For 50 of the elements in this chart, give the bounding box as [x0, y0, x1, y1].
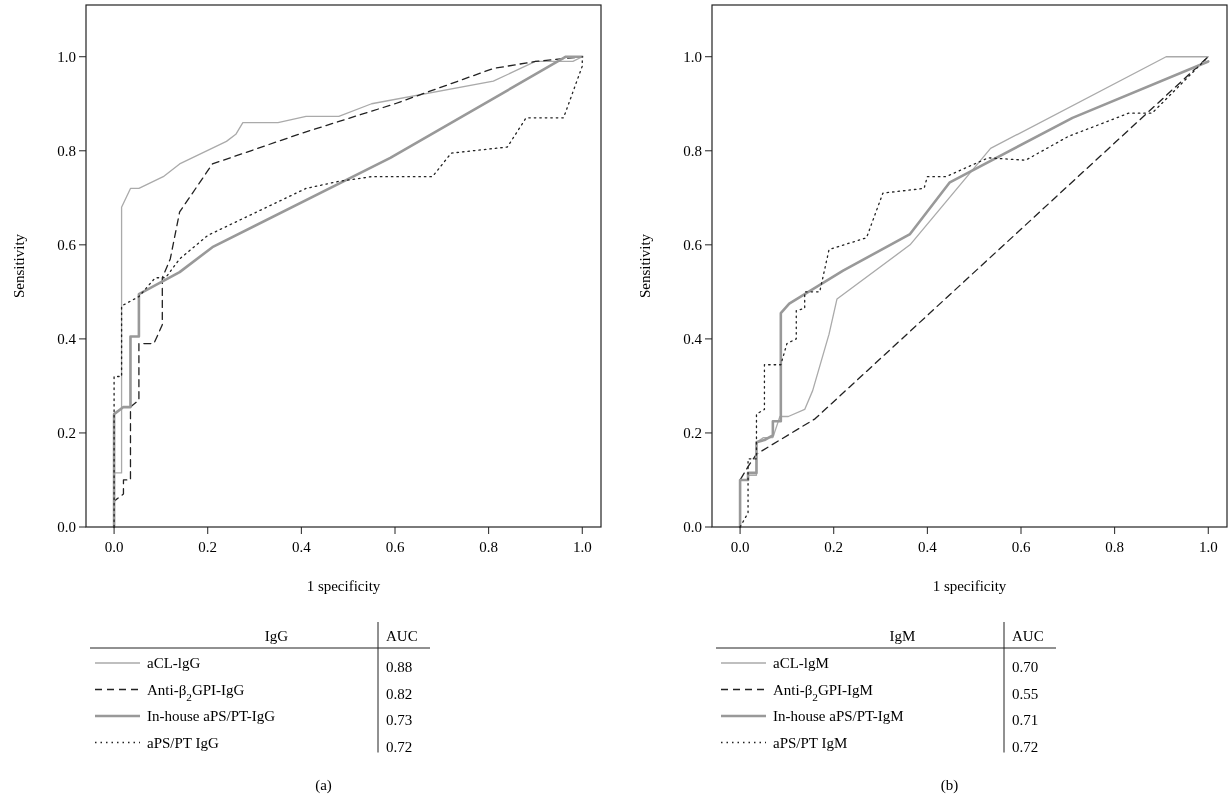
text: 0.55 [1012, 685, 1039, 702]
y-tick-label: 0.8 [683, 142, 702, 159]
legend-label: aCL-lgG [147, 655, 201, 671]
text: AUC [386, 628, 418, 644]
y-tick-label: 0.6 [683, 236, 703, 253]
y-tick-label: 0.4 [683, 330, 703, 347]
x-tick-label: 0.0 [104, 539, 124, 555]
text: 0.73 [386, 712, 413, 728]
x-tick-label: 0.2 [824, 539, 844, 555]
legend-label: In-house aPS/PT-IgG [147, 708, 276, 724]
text: 0.72 [1012, 738, 1039, 755]
y-axis-title: Sensitivity [11, 233, 27, 299]
x-tick-label: 0.8 [479, 539, 499, 555]
legend-label: Anti-β$_{2}$GPI-IgM [773, 681, 873, 703]
y-axis-title: Sensitivity [637, 233, 653, 299]
legend-label: Anti-β$_{2}$GPI-IgG [147, 681, 245, 703]
x-axis-title: 1 specificity [306, 578, 381, 594]
y-tick-label: 0.2 [57, 424, 76, 441]
legend-title: IgM [889, 628, 916, 644]
text: 0.72 [386, 738, 413, 755]
text: 0.70 [1012, 659, 1039, 675]
y-tick-label: 0.4 [57, 330, 77, 347]
text: 0.71 [1012, 712, 1039, 728]
x-tick-label: 1.0 [572, 539, 592, 555]
x-tick-label: 0.6 [1011, 539, 1031, 555]
x-tick-label: 0.6 [385, 539, 405, 555]
text: 0.88 [386, 659, 413, 675]
legend-label: aPS/PT IgG [147, 734, 219, 751]
y-tick-label: 0.0 [683, 519, 702, 535]
text: AUC [1012, 628, 1044, 644]
y-tick-label: 0.0 [57, 519, 76, 535]
x-tick-label: 0.0 [730, 539, 750, 555]
text: 0.82 [386, 685, 413, 702]
legend-label: aPS/PT IgM [773, 734, 848, 751]
text: (a) [315, 777, 332, 794]
x-tick-label: 0.4 [917, 539, 938, 555]
y-tick-label: 1.0 [57, 48, 76, 65]
legend-label: aCL-lgM [773, 655, 829, 671]
x-tick-label: 0.4 [291, 539, 312, 555]
y-tick-label: 0.8 [57, 142, 76, 159]
x-tick-label: 1.0 [1198, 539, 1218, 555]
x-tick-label: 0.2 [198, 539, 218, 555]
text: (b) [940, 777, 959, 794]
y-tick-label: 0.6 [57, 236, 77, 253]
x-tick-label: 0.8 [1105, 539, 1125, 555]
y-tick-label: 1.0 [683, 48, 702, 65]
legend-title: IgG [264, 628, 289, 644]
legend-label: In-house aPS/PT-IgM [773, 708, 904, 724]
y-tick-label: 0.2 [683, 424, 702, 441]
x-axis-title: 1 specificity [932, 578, 1007, 594]
